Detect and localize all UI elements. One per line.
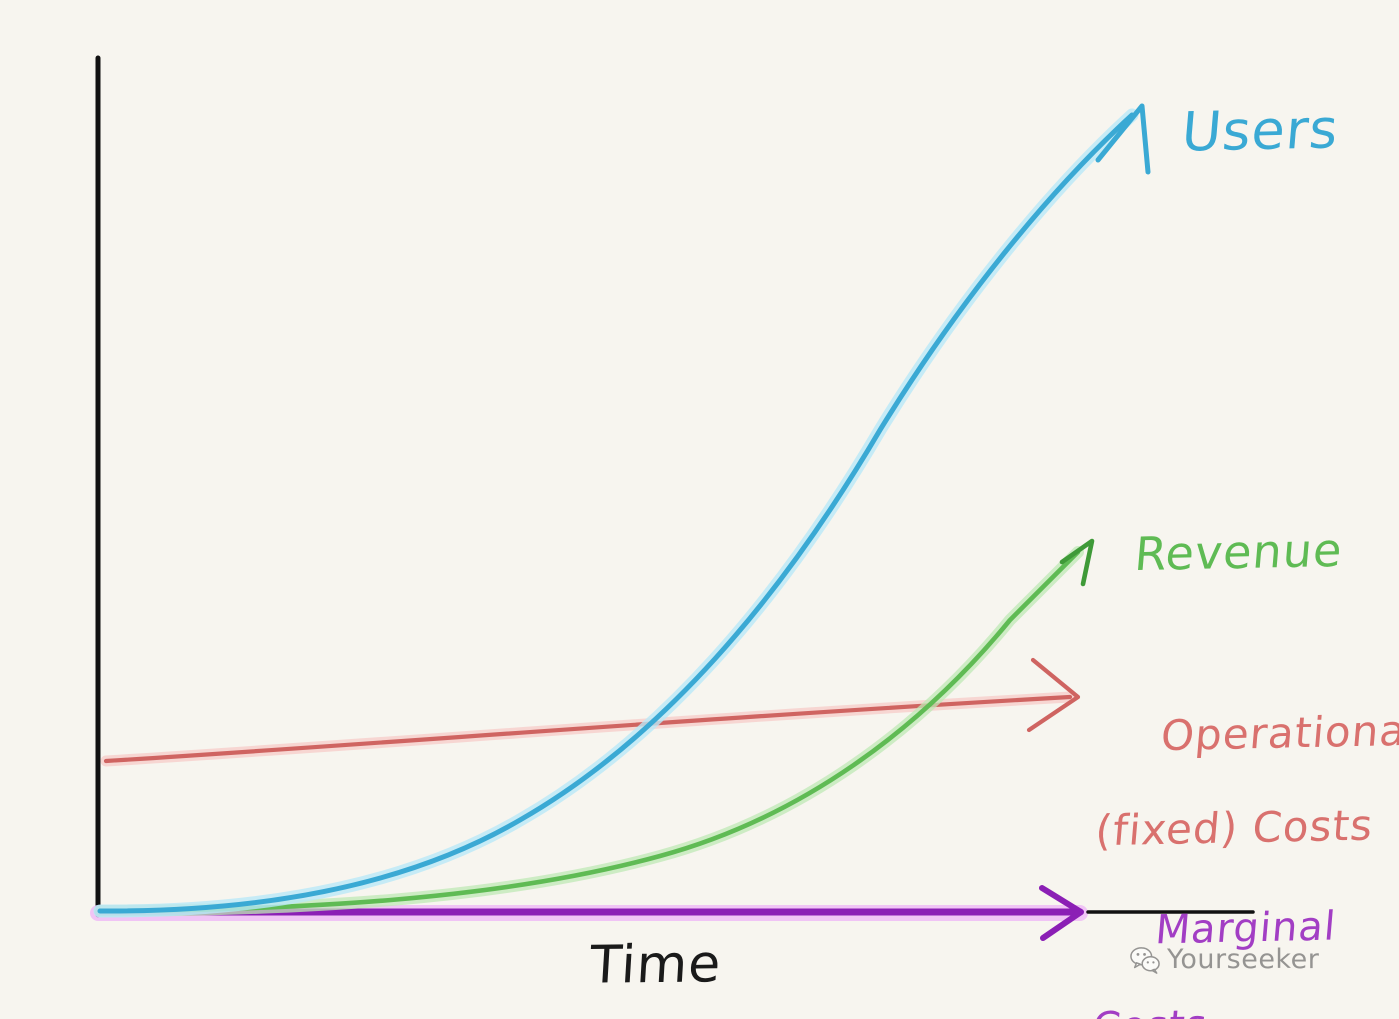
- users-arrowhead: [1095, 103, 1151, 175]
- series-label-marginal-costs: Marginal Costs: [1084, 864, 1342, 1019]
- marginal-costs-arrowhead: [1039, 885, 1084, 941]
- users-series: [93, 103, 1151, 918]
- users-curve: [97, 112, 1135, 914]
- revenue-curve: [97, 549, 1081, 914]
- revenue-arrowhead: [1059, 538, 1095, 587]
- operational-costs-line: [103, 694, 1073, 764]
- x-axis-label: Time: [588, 934, 724, 996]
- operational-costs-label-line2: (fixed) Costs: [1093, 800, 1376, 856]
- series-label-users: Users: [1179, 97, 1342, 164]
- wechat-icon: [1130, 945, 1160, 975]
- watermark: Yourseeker: [1130, 944, 1319, 975]
- operational-costs-arrowhead: [1026, 657, 1081, 733]
- series-label-revenue: Revenue: [1132, 522, 1345, 582]
- users-glow: [93, 108, 1139, 918]
- operational-costs-series: [100, 657, 1081, 767]
- operational-costs-label-line1: Operational: [1159, 705, 1399, 761]
- revenue-series: [94, 538, 1095, 917]
- watermark-text: Yourseeker: [1167, 944, 1320, 975]
- marginal-costs-label-line2: Costs: [1091, 1002, 1330, 1019]
